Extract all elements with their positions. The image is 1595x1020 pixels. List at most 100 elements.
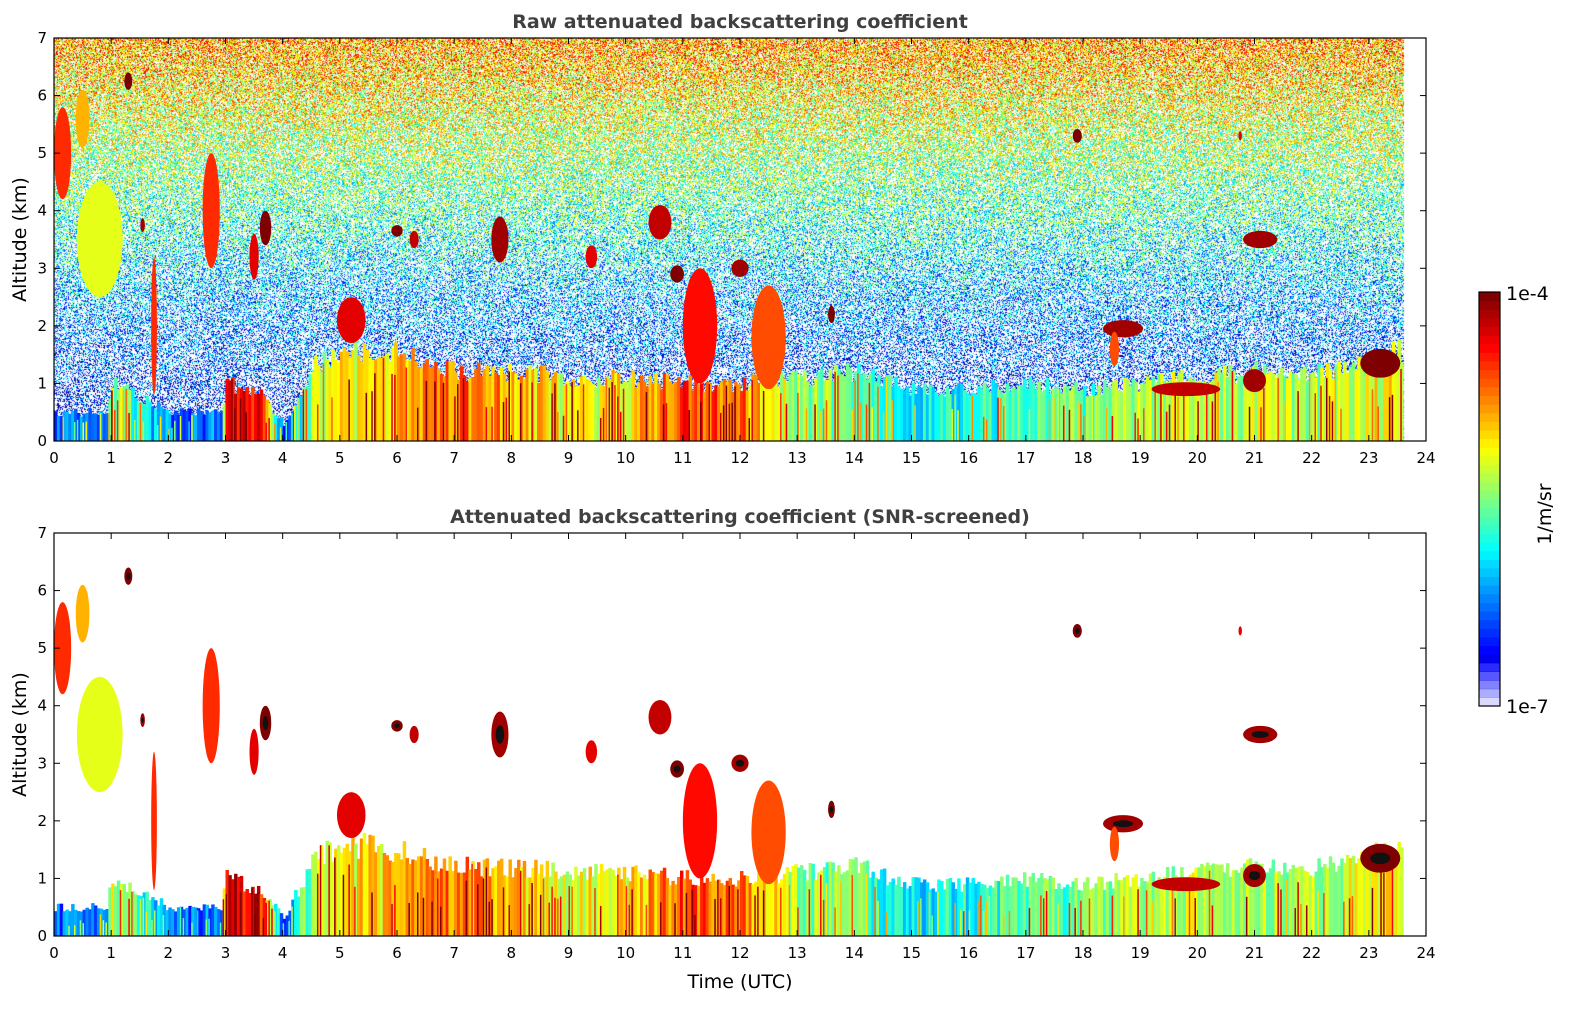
cloud-feature [1360,348,1401,378]
boundary-layer-column [662,373,667,441]
boundary-layer-column [336,362,341,441]
boundary-layer-column [1120,880,1124,936]
boundary-layer-column [725,880,730,936]
boundary-layer-column [1363,360,1367,441]
boundary-layer-column [1085,877,1090,936]
boundary-layer-column [1320,367,1324,441]
boundary-layer-column [954,888,958,936]
boundary-layer-column [1080,389,1084,441]
boundary-layer-column [1217,368,1221,441]
boundary-layer-column [216,412,221,441]
boundary-layer-column [408,360,412,441]
boundary-layer-column [1297,378,1301,441]
boundary-layer-column [888,375,893,441]
y-tick-label: 2 [37,812,47,830]
boundary-layer-column [1120,391,1124,441]
boundary-layer-column [820,368,824,441]
boundary-layer-streak [99,914,102,936]
boundary-layer-column [1288,371,1293,441]
boundary-layer-column [788,374,793,441]
boundary-layer-streak [265,422,268,441]
boundary-layer-column [840,874,844,936]
boundary-layer-column [222,403,227,441]
boundary-layer-column [885,374,890,441]
boundary-layer-column [59,416,64,441]
boundary-layer-column [291,411,295,441]
boundary-layer-column [1337,361,1341,441]
boundary-layer-column [185,410,189,441]
boundary-layer-streak [851,409,853,441]
boundary-layer-column [482,859,487,936]
boundary-layer-streak [1165,411,1168,441]
colorbar-swatch [1479,637,1500,647]
colorbar-swatch [1479,611,1500,621]
boundary-layer-column [920,882,924,936]
boundary-layer-column [517,379,521,441]
boundary-layer-streak [374,373,376,441]
boundary-layer-column [897,876,901,936]
boundary-layer-column [1048,875,1053,936]
boundary-layer-column [860,862,864,936]
boundary-layer-column [114,377,118,441]
x-tick-label: 1 [106,449,116,467]
boundary-layer-column [494,372,498,441]
boundary-layer-column [1323,864,1327,936]
boundary-layer-column [508,859,512,936]
boundary-layer-column [417,856,421,936]
boundary-layer-column [196,908,201,936]
boundary-layer-streak [837,375,839,441]
boundary-layer-streak [917,901,919,936]
boundary-layer-column [740,391,744,441]
boundary-layer-streak [477,884,479,936]
boundary-layer-column [519,375,524,441]
boundary-layer-streak [62,416,65,441]
boundary-layer-column [611,869,615,936]
boundary-layer-column [254,893,258,936]
boundary-layer-streak [1045,891,1048,936]
boundary-layer-column [228,875,232,936]
x-tick-label: 13 [788,449,807,467]
x-tick-label: 15 [902,944,921,962]
boundary-layer-streak [751,380,753,441]
boundary-layer-column [256,885,261,936]
boundary-layer-streak [1248,406,1251,441]
x-tick-label: 3 [221,944,231,962]
boundary-layer-column [631,866,635,936]
boundary-layer-column [1280,367,1284,441]
boundary-layer-streak [482,878,485,936]
boundary-layer-column [1365,856,1370,936]
boundary-layer-column [56,903,61,936]
boundary-layer-column [962,884,967,936]
boundary-layer-column [388,860,392,936]
boundary-layer-column [805,381,810,441]
boundary-layer-column [314,356,318,441]
colorbar: 1e-4 1e-7 1/m/sr [1478,283,1556,718]
boundary-layer-column [577,875,581,936]
boundary-layer-column [777,387,781,441]
boundary-layer-column [825,862,830,936]
cloud-feature [75,584,90,643]
boundary-layer-column [499,367,504,441]
boundary-layer-column [1300,368,1304,441]
boundary-layer-column [251,886,255,936]
colorbar-frame [1478,291,1501,707]
boundary-layer-column [845,363,850,441]
boundary-layer-streak [391,373,393,441]
boundary-layer-column [562,874,567,936]
boundary-layer-column [1071,881,1076,936]
boundary-layer-streak [820,874,822,936]
boundary-layer-column [434,856,438,936]
boundary-layer-column [880,869,884,936]
boundary-layer-column [1128,386,1133,441]
boundary-layer-column [862,861,867,936]
boundary-layer-streak [1151,901,1154,936]
boundary-layer-streak [405,367,408,441]
cloud-feature [1243,369,1266,393]
boundary-layer-column [437,368,441,441]
x-tick-label: 10 [616,944,635,962]
boundary-layer-column [1254,861,1258,936]
boundary-layer-column [488,876,492,936]
boundary-layer-column [134,894,138,936]
boundary-layer-column [1354,369,1358,441]
colorbar-swatch [1479,559,1500,569]
